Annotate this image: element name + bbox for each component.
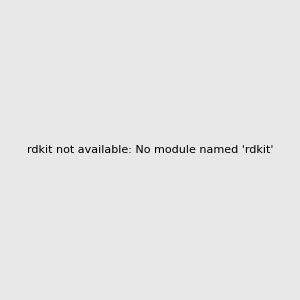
Text: rdkit not available: No module named 'rdkit': rdkit not available: No module named 'rd… <box>27 145 273 155</box>
